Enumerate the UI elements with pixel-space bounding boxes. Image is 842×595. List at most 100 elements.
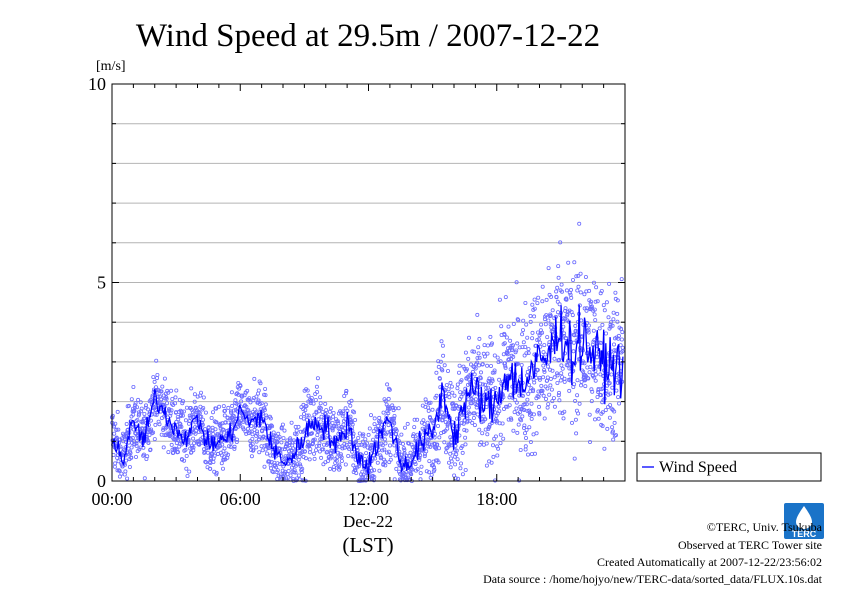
- data-point: [524, 351, 529, 356]
- data-point: [558, 378, 563, 383]
- data-point: [313, 397, 318, 402]
- data-point: [486, 385, 491, 390]
- data-point: [579, 383, 584, 388]
- data-point: [262, 464, 267, 469]
- data-point: [379, 455, 384, 460]
- data-point: [461, 390, 466, 395]
- data-point: [262, 407, 267, 412]
- data-point: [522, 423, 527, 428]
- data-point: [579, 379, 584, 384]
- data-point: [383, 459, 388, 464]
- data-point: [294, 432, 299, 437]
- data-point: [515, 341, 520, 346]
- data-point: [340, 446, 345, 451]
- data-point: [126, 403, 131, 408]
- x-tick-label: 18:00: [476, 489, 517, 509]
- data-point: [485, 432, 490, 437]
- data-point: [569, 287, 574, 292]
- data-point: [518, 417, 523, 422]
- data-point: [498, 432, 503, 437]
- data-point: [372, 468, 377, 473]
- data-point: [439, 410, 444, 415]
- data-point: [380, 443, 385, 448]
- data-point: [162, 376, 167, 381]
- data-point: [550, 322, 555, 327]
- data-point: [601, 303, 606, 308]
- data-point: [188, 446, 193, 451]
- data-point: [511, 428, 516, 433]
- data-point: [185, 473, 190, 478]
- data-point: [503, 295, 508, 300]
- data-point: [317, 441, 322, 446]
- data-point: [383, 463, 388, 468]
- data-point: [267, 459, 272, 464]
- data-point: [586, 327, 591, 332]
- data-point: [514, 348, 519, 353]
- data-point: [617, 401, 622, 406]
- data-point: [446, 420, 451, 425]
- data-point: [524, 435, 529, 440]
- data-point: [221, 404, 226, 409]
- data-point: [134, 443, 139, 448]
- data-point: [425, 420, 430, 425]
- data-point: [536, 295, 541, 300]
- data-point: [137, 412, 142, 417]
- data-point: [340, 413, 345, 418]
- data-point: [409, 472, 414, 477]
- data-point: [563, 306, 568, 311]
- data-point: [273, 433, 278, 438]
- data-point: [612, 420, 617, 425]
- data-point: [192, 392, 197, 397]
- data-point: [177, 397, 182, 402]
- data-point: [463, 442, 468, 447]
- data-point: [418, 471, 423, 476]
- data-point: [541, 375, 546, 380]
- x-tick-label: 00:00: [91, 489, 132, 509]
- data-point: [454, 448, 459, 453]
- data-point: [288, 473, 293, 478]
- data-point: [323, 401, 328, 406]
- data-point: [425, 427, 430, 432]
- data-point: [612, 342, 617, 347]
- data-point: [354, 471, 359, 476]
- data-point: [532, 297, 537, 302]
- data-point: [488, 334, 493, 339]
- data-point: [561, 416, 566, 421]
- data-point: [362, 457, 367, 462]
- data-point: [217, 404, 222, 409]
- data-point: [257, 450, 262, 455]
- data-point: [263, 393, 268, 398]
- data-point: [377, 468, 382, 473]
- data-point: [548, 376, 553, 381]
- data-point: [458, 390, 463, 395]
- data-point: [141, 452, 146, 457]
- data-point: [477, 355, 482, 360]
- data-point: [531, 389, 536, 394]
- data-point: [132, 403, 137, 408]
- data-point: [277, 461, 282, 466]
- data-point: [485, 343, 490, 348]
- data-point: [251, 398, 256, 403]
- data-point: [456, 370, 461, 375]
- data-point: [402, 451, 407, 456]
- data-point: [250, 436, 255, 441]
- data-point: [314, 444, 319, 449]
- data-point: [169, 442, 174, 447]
- data-point: [587, 288, 592, 293]
- data-point: [486, 380, 491, 385]
- data-point: [546, 364, 551, 369]
- data-point: [619, 277, 624, 282]
- data-point: [482, 354, 487, 359]
- data-point: [283, 469, 288, 474]
- data-point: [173, 401, 178, 406]
- data-point: [573, 417, 578, 422]
- data-point: [128, 451, 133, 456]
- data-point: [268, 453, 273, 458]
- data-point: [442, 440, 447, 445]
- data-point: [288, 436, 293, 441]
- data-point: [564, 297, 569, 302]
- data-point: [558, 240, 563, 245]
- data-point: [545, 375, 550, 380]
- y-tick-label: 0: [97, 471, 106, 491]
- data-point: [133, 454, 138, 459]
